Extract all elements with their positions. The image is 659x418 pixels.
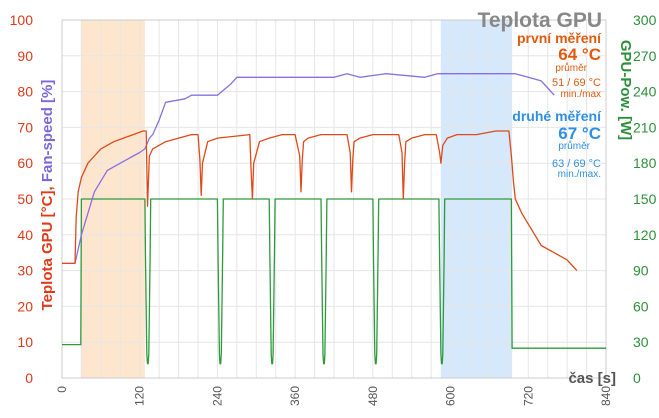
y-right-axis-title: GPU-Pow. [W] <box>617 40 634 140</box>
y-right-tick-label: 210 <box>633 119 657 135</box>
y-left-tick-label: 10 <box>17 334 33 350</box>
y-left-tick-label: 100 <box>10 12 34 28</box>
fan-speed-line <box>62 73 555 265</box>
annot-first-avg-label: průměr <box>555 62 587 74</box>
x-tick-label: 360 <box>288 386 302 406</box>
y-left-tick-labels: 0 10 20 30 40 50 60 70 80 90 100 <box>10 12 34 386</box>
y-right-tick-label: 240 <box>633 84 657 100</box>
y-left-axis-title-sep: , <box>39 182 56 190</box>
y-right-tick-label: 150 <box>633 191 657 207</box>
y-right-tick-labels: 0 30 60 90 120 150 180 210 240 270 300 <box>633 12 657 386</box>
y-left-tick-label: 50 <box>17 191 33 207</box>
x-tick-label: 600 <box>444 386 458 406</box>
series-lines <box>62 73 606 365</box>
chart-title: Teplota GPU <box>478 9 602 32</box>
x-axis-title: čas [s] <box>568 370 616 387</box>
y-right-tick-label: 90 <box>633 263 649 279</box>
annot-first-avg: 64 °C <box>558 45 601 64</box>
y-right-tick-label: 120 <box>633 227 657 243</box>
annot-first-minmax: 51 / 69 °C <box>552 77 601 89</box>
x-tick-label: 840 <box>599 386 613 406</box>
y-left-tick-label: 80 <box>17 84 33 100</box>
annot-first-head: první měření <box>517 30 602 46</box>
y-left-axis-title-temp: Teplota GPU [°C] <box>39 190 56 310</box>
y-left-tick-label: 30 <box>17 263 33 279</box>
x-tick-label: 120 <box>133 386 147 406</box>
y-right-tick-label: 270 <box>633 48 657 64</box>
temperature-line <box>62 130 578 272</box>
annot-second-minmax-label: min./max. <box>558 169 601 180</box>
y-right-tick-label: 60 <box>633 298 649 314</box>
y-right-tick-label: 180 <box>633 155 657 171</box>
y-left-tick-label: 90 <box>17 48 33 64</box>
power-line <box>62 198 606 365</box>
plot-frame <box>61 19 607 379</box>
y-right-tick-label: 0 <box>633 370 641 386</box>
x-tick-label: 240 <box>210 386 224 406</box>
y-left-tick-label: 70 <box>17 119 33 135</box>
annot-first-minmax-label: min./max <box>560 89 601 100</box>
y-right-tick-label: 300 <box>633 12 657 28</box>
annot-second-minmax: 63 / 69 °C <box>552 158 601 170</box>
y-left-tick-label: 0 <box>25 370 33 386</box>
annot-second-head: druhé měření <box>512 108 602 124</box>
x-tick-labels: 0 120 240 360 480 600 720 840 <box>55 386 613 406</box>
y-left-tick-label: 60 <box>17 155 33 171</box>
annot-second-avg-label: průměr <box>558 140 590 152</box>
x-tick-label: 720 <box>521 386 535 406</box>
y-right-tick-label: 30 <box>633 334 649 350</box>
x-tick-label: 480 <box>366 386 380 406</box>
x-tick-label: 0 <box>55 386 69 393</box>
y-left-tick-label: 20 <box>17 298 33 314</box>
y-left-tick-label: 40 <box>17 227 33 243</box>
y-left-axis-title: Teplota GPU [°C], Fan-speed [%] <box>39 80 56 311</box>
annot-second-avg: 67 °C <box>558 124 601 143</box>
y-left-axis-title-fan: Fan-speed [%] <box>39 80 56 183</box>
